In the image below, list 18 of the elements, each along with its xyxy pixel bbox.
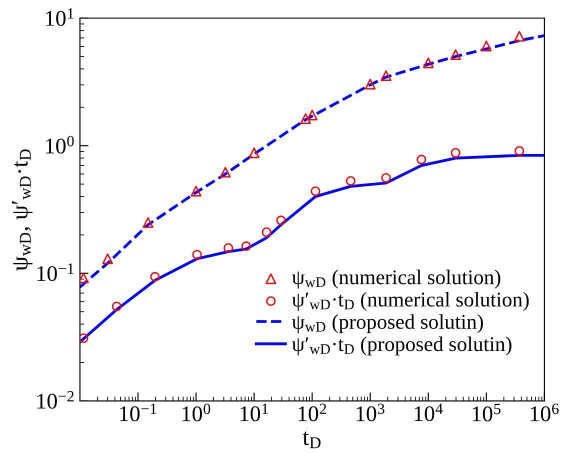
y-tick-label: 10$^{1}$ xyxy=(46,8,74,26)
y-tick-label: 10$^{−2}$ xyxy=(37,391,74,409)
x-tick-label: 10$^{2}$ xyxy=(298,404,326,422)
x-tick-label: 10$^{6}$ xyxy=(530,404,559,422)
x-tick-label: 10$^{−1}$ xyxy=(120,404,156,422)
legend-label: ψ$_{wD}$ (numerical solution) xyxy=(292,270,500,289)
y-tick-label: 10$^{−1}$ xyxy=(37,263,74,282)
x-tick-label: 10$^{5}$ xyxy=(472,404,500,422)
y-axis-title: ψ$_{wD}$, ψ′$_{wD}$·t$_{D}$ xyxy=(12,149,32,271)
legend-label: ψ′$_{wD}$·t$_{D}$ (proposed solutin) xyxy=(292,336,512,356)
x-axis-title: t$_{D}$ xyxy=(302,432,321,448)
legend-label: ψ′$_{wD}$·t$_{D}$ (numerical solution) xyxy=(292,292,529,311)
x-tick-label: 10$^{0}$ xyxy=(182,404,210,422)
x-tick-label: 10$^{4}$ xyxy=(414,404,443,422)
legend-label: ψ$_{wD}$ (proposed solutin) xyxy=(292,314,483,334)
x-tick-label: 10$^{1}$ xyxy=(240,404,268,422)
y-tick-label: 10$^{0}$ xyxy=(46,136,74,154)
x-tick-label: 10$^{3}$ xyxy=(356,404,384,422)
